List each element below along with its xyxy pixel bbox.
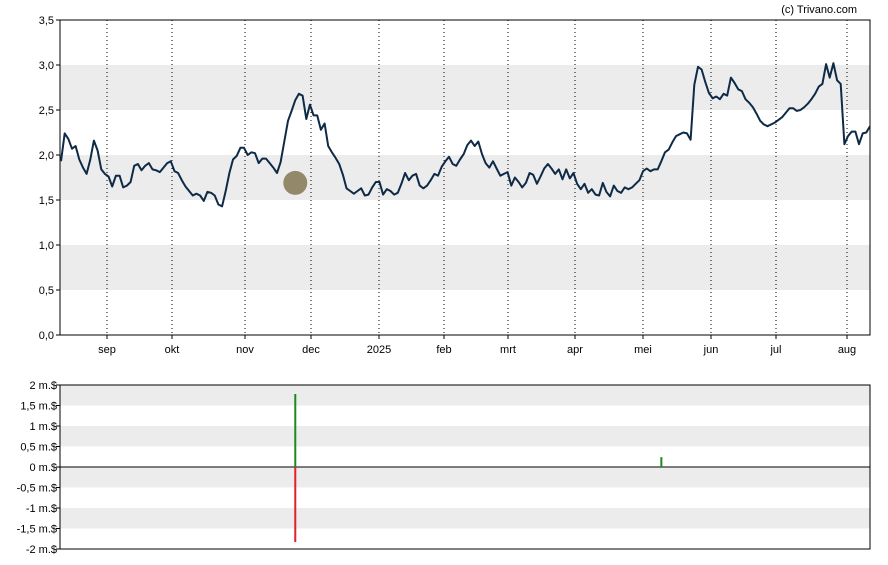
x-tick-label: jul — [769, 344, 781, 356]
price-y-tick-label: 1,0 — [39, 240, 54, 252]
x-tick-label: mrt — [500, 344, 516, 356]
x-tick-label: jun — [703, 344, 719, 356]
price-chart-bands — [60, 65, 870, 290]
price-chart-gridlines — [106, 20, 848, 335]
x-tick-label: sep — [98, 344, 116, 356]
x-tick-label: nov — [236, 344, 254, 356]
volume-band-2 — [60, 467, 870, 488]
volume-chart-bands — [60, 385, 870, 529]
volume-chart-y-ticks: 2 m.$ 1,5 m.$ 1 m.$ 0,5 m.$ 0 m.$ -0,5 m.$ -1 … — [17, 380, 60, 556]
price-y-tick-label: 1,5 — [39, 195, 54, 207]
volume-y-tick-label: -1,5 m.$ — [17, 524, 57, 536]
x-tick-label: dec — [302, 344, 320, 356]
price-band-1 — [60, 155, 870, 200]
price-y-tick-label: 2,5 — [39, 105, 54, 117]
volume-y-tick-label: 1 m.$ — [29, 421, 57, 433]
price-y-tick-label: 0,0 — [39, 330, 54, 342]
volume-y-tick-label: -2 m.$ — [26, 544, 57, 556]
volume-y-tick-label: 0 m.$ — [29, 462, 57, 474]
volume-band-3 — [60, 508, 870, 529]
price-chart-frame — [59, 19, 871, 336]
price-y-tick-label: 3,0 — [39, 60, 54, 72]
volume-band-1 — [60, 426, 870, 447]
price-y-tick-label: 2,0 — [39, 150, 54, 162]
volume-y-tick-label: -1 m.$ — [26, 503, 57, 515]
volume-y-tick-label: -0,5 m.$ — [17, 483, 57, 495]
price-chart-y-ticks: 0,0 0,5 1,0 1,5 2,0 2,5 3,0 3,5 — [39, 15, 60, 342]
x-tick-label: okt — [165, 344, 180, 356]
x-tick-label: feb — [436, 344, 451, 356]
volume-y-tick-label: 2 m.$ — [29, 380, 57, 392]
volume-y-tick-label: 1,5 m.$ — [20, 401, 57, 413]
x-tick-label: 2025 — [367, 344, 391, 356]
volume-band-0 — [60, 385, 870, 406]
x-tick-label: apr — [567, 344, 583, 356]
price-y-tick-label: 0,5 — [39, 285, 54, 297]
x-tick-label: aug — [838, 344, 856, 356]
price-band-2 — [60, 65, 870, 110]
price-band-0 — [60, 245, 870, 290]
insider-trade-marker — [283, 170, 308, 195]
price-y-tick-label: 3,5 — [39, 15, 54, 27]
x-tick-label: mei — [634, 344, 652, 356]
credit-text: (c) Trivano.com — [781, 4, 857, 16]
price-chart-x-ticks: sep okt nov dec 2025 feb mrt apr mei jun jul aug — [98, 335, 856, 356]
volume-y-tick-label: 0,5 m.$ — [20, 442, 57, 454]
volume-bars — [294, 394, 663, 543]
price-series-line — [60, 62, 871, 208]
